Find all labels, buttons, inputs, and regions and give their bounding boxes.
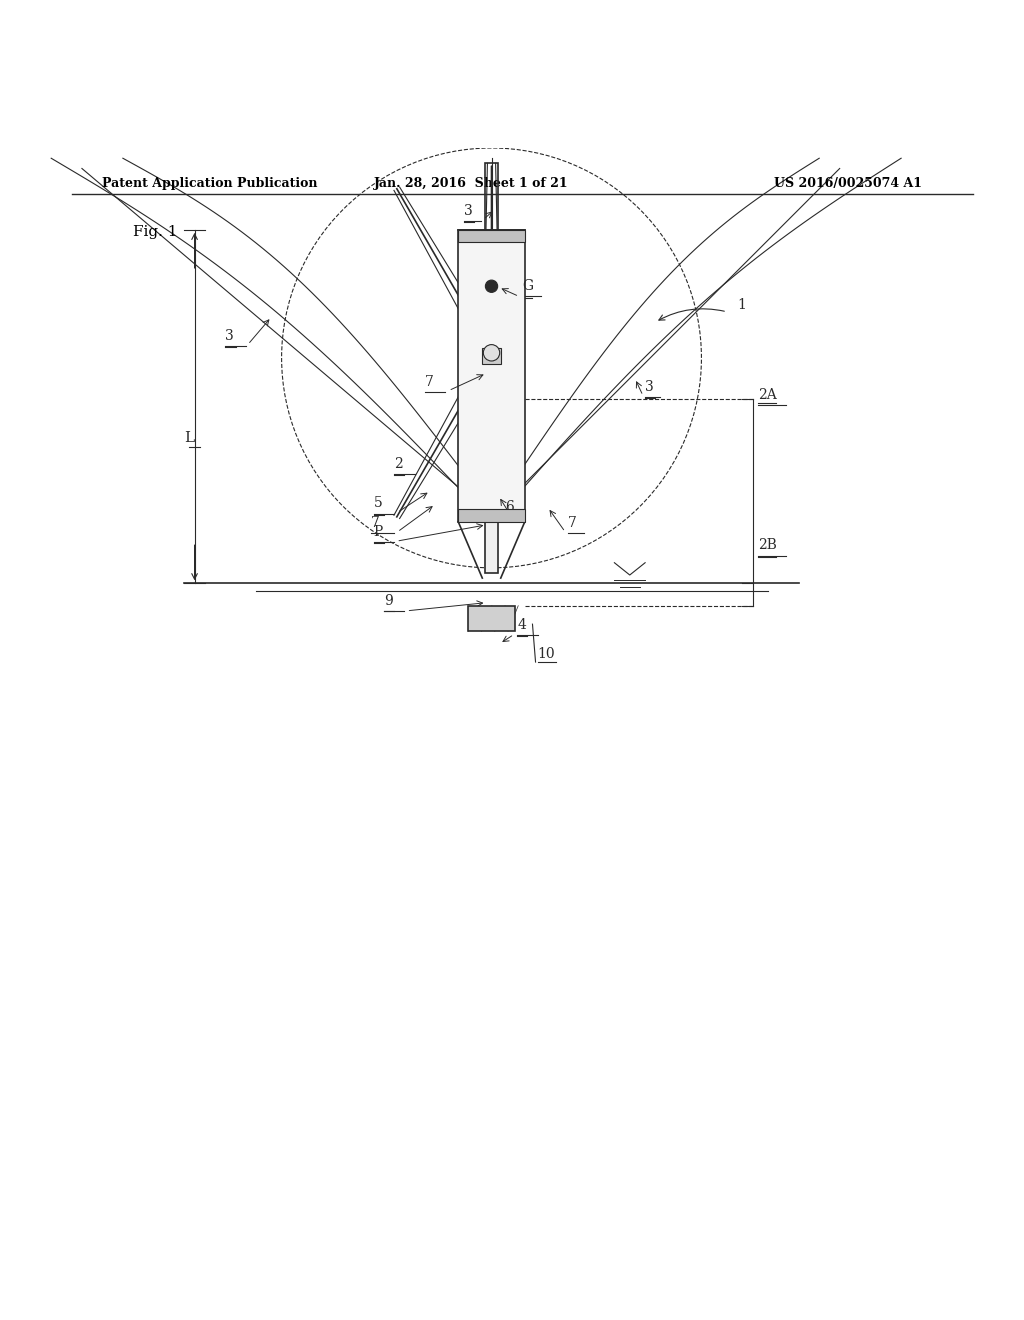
Text: Jan. 28, 2016  Sheet 1 of 21: Jan. 28, 2016 Sheet 1 of 21: [374, 177, 568, 190]
Text: 2A: 2A: [758, 388, 776, 403]
Text: 3: 3: [225, 329, 234, 343]
Text: 9: 9: [384, 594, 393, 607]
Text: L: L: [184, 430, 195, 445]
Text: Patent Application Publication: Patent Application Publication: [102, 177, 317, 190]
Circle shape: [485, 280, 498, 293]
Text: 3: 3: [645, 380, 654, 393]
Bar: [482, 348, 501, 363]
Bar: [468, 606, 514, 631]
Bar: [485, 164, 498, 360]
Text: 10: 10: [538, 647, 555, 661]
Bar: [459, 230, 524, 521]
Text: G: G: [522, 280, 534, 293]
Text: 7: 7: [568, 516, 578, 529]
Text: 6: 6: [505, 499, 514, 513]
Text: US 2016/0025074 A1: US 2016/0025074 A1: [773, 177, 922, 190]
Text: P: P: [374, 525, 383, 539]
Bar: [485, 374, 498, 573]
Bar: [459, 230, 524, 242]
Circle shape: [483, 345, 500, 360]
Bar: [459, 510, 524, 521]
Text: 2: 2: [394, 457, 403, 470]
Text: 2B: 2B: [758, 539, 776, 553]
Text: 5: 5: [374, 496, 383, 511]
Text: 1: 1: [737, 298, 746, 312]
Bar: [480, 347, 503, 372]
Text: 7: 7: [371, 516, 380, 529]
Text: 7: 7: [425, 375, 434, 388]
Text: 4: 4: [517, 618, 526, 632]
Text: Fig. 1: Fig. 1: [133, 224, 177, 239]
Text: 3: 3: [464, 203, 473, 218]
